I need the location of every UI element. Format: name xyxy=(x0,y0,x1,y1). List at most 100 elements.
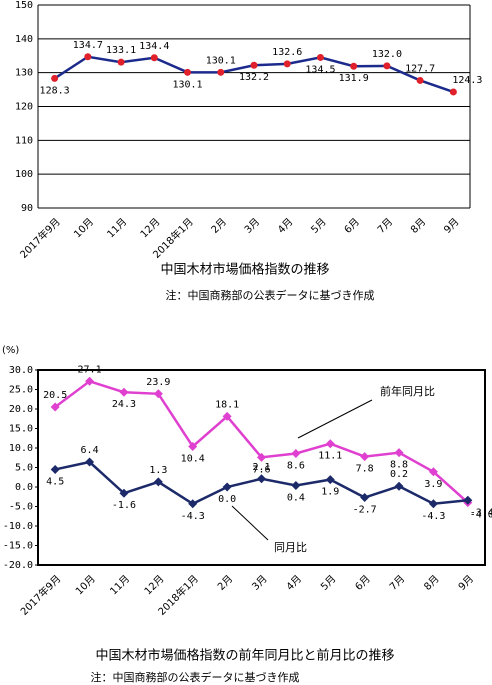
y-tick-label: 5.0 xyxy=(15,463,33,474)
y-tick-label: 90 xyxy=(21,203,33,214)
data-point xyxy=(51,74,59,82)
data-label: 1.9 xyxy=(321,487,339,498)
data-point xyxy=(416,76,424,84)
data-point xyxy=(222,411,232,421)
data-label: -2.7 xyxy=(353,505,377,516)
x-tick-label: 4月 xyxy=(284,573,304,593)
x-tick-label: 2月 xyxy=(215,573,235,593)
data-label: 27.1 xyxy=(78,364,102,375)
data-label: 23.9 xyxy=(146,377,170,388)
data-point xyxy=(325,439,335,449)
y-tick-label: 20.0 xyxy=(9,404,33,415)
chart-note: 注：中国商務部の公表データに基づき作成 xyxy=(91,670,300,684)
x-tick-label: 2月 xyxy=(209,216,229,236)
data-point xyxy=(428,467,438,477)
data-label: 132.2 xyxy=(239,72,269,83)
y-tick-label: -10.0 xyxy=(3,521,33,532)
data-label: 0.4 xyxy=(287,492,305,503)
x-tick-label: 10月 xyxy=(73,573,98,598)
x-tick-label: 8月 xyxy=(408,216,428,236)
data-point xyxy=(119,488,129,498)
data-label: 132.6 xyxy=(272,47,302,58)
data-point xyxy=(394,481,404,491)
series-annotation: 同月比 xyxy=(274,541,307,554)
data-label: 24.3 xyxy=(112,399,136,410)
data-point xyxy=(250,61,258,69)
data-label: 2.1 xyxy=(252,462,270,473)
x-tick-label: 9月 xyxy=(442,216,462,236)
data-label: -3.4 xyxy=(470,507,492,518)
y-tick-label: 30.0 xyxy=(9,365,33,376)
y-tick-label: 150 xyxy=(15,0,33,11)
x-tick-label: 7月 xyxy=(387,573,407,593)
y-axis-label: (%) xyxy=(2,345,19,356)
y-tick-label: 15.0 xyxy=(9,424,33,435)
data-point xyxy=(153,389,163,399)
x-tick-label: 7月 xyxy=(375,216,395,236)
data-point xyxy=(184,68,192,76)
data-point xyxy=(449,88,457,96)
x-tick-label: 3月 xyxy=(250,573,270,593)
data-point xyxy=(350,62,358,70)
y-tick-label: -15.0 xyxy=(3,541,33,552)
data-point xyxy=(360,452,370,462)
x-tick-label: 3月 xyxy=(242,216,262,236)
data-label: 7.6 xyxy=(252,464,270,475)
x-tick-label: 9月 xyxy=(456,573,476,593)
data-label: 6.4 xyxy=(81,445,99,456)
data-point xyxy=(84,53,92,61)
data-label: 128.3 xyxy=(40,85,70,96)
data-point xyxy=(50,402,60,412)
data-label: 134.4 xyxy=(139,41,169,52)
data-point xyxy=(85,457,95,467)
data-point xyxy=(50,464,60,474)
y-tick-label: -20.0 xyxy=(3,560,33,571)
annotation-leader xyxy=(231,505,269,541)
data-label: 0.2 xyxy=(390,469,408,480)
data-label: 130.1 xyxy=(172,79,202,90)
data-point xyxy=(283,60,291,68)
data-point xyxy=(291,448,301,458)
data-label: 0.0 xyxy=(218,494,236,505)
y-tick-label: 140 xyxy=(15,34,33,45)
data-label: 3.9 xyxy=(424,479,442,490)
chart-title: 中国木材市場価格指数の前年同月比と前月比の推移 xyxy=(95,648,394,664)
data-point xyxy=(360,493,370,503)
chart-title: 中国木材市場価格指数の推移 xyxy=(160,262,329,278)
x-tick-label: 5月 xyxy=(318,573,338,593)
data-label: -1.6 xyxy=(112,500,136,511)
x-tick-label: 11月 xyxy=(108,573,133,598)
data-label: 7.8 xyxy=(356,464,374,475)
x-tick-label: 11月 xyxy=(105,216,130,241)
data-label: -4.3 xyxy=(181,511,205,522)
data-point xyxy=(117,58,125,66)
data-label: 133.1 xyxy=(106,45,136,56)
data-label: 132.0 xyxy=(372,49,402,60)
data-label: 18.1 xyxy=(215,399,239,410)
x-tick-label: 8月 xyxy=(422,573,442,593)
data-label: -4.0 xyxy=(470,510,492,521)
x-tick-label: 6月 xyxy=(342,216,362,236)
y-tick-label: -5.0 xyxy=(9,502,33,513)
data-label: 124.3 xyxy=(452,75,482,86)
data-point xyxy=(257,452,266,462)
data-label: 134.5 xyxy=(305,64,335,75)
x-tick-label: 2017年9月 xyxy=(17,215,63,261)
data-label: 8.6 xyxy=(287,460,305,471)
data-point xyxy=(217,68,225,76)
x-tick-label: 10月 xyxy=(72,216,97,241)
data-point xyxy=(291,480,301,490)
y-tick-label: 100 xyxy=(15,169,33,180)
data-point xyxy=(119,387,129,397)
data-label: 1.3 xyxy=(149,465,167,476)
chart-note: 注：中国商務部の公表データに基づき作成 xyxy=(166,288,375,302)
data-point xyxy=(463,495,473,505)
y-tick-label: 25.0 xyxy=(9,385,33,396)
x-tick-label: 5月 xyxy=(309,216,329,236)
series-annotation: 前年同月比 xyxy=(380,384,435,398)
data-label: 127.7 xyxy=(405,63,435,74)
data-label: 10.4 xyxy=(181,453,205,464)
data-point xyxy=(222,482,232,492)
y-tick-label: 110 xyxy=(15,135,33,146)
